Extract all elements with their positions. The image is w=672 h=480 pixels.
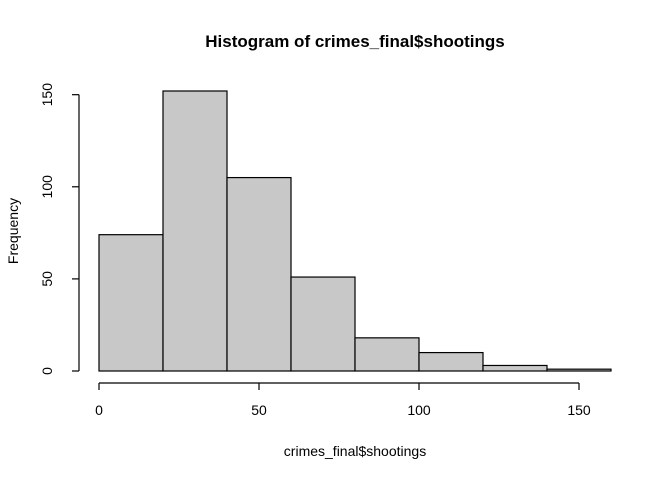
y-tick-label-0: 0	[39, 367, 55, 375]
histogram-bar-6	[482, 364, 548, 372]
x-tick-label-3: 150	[567, 402, 591, 418]
histogram-bar-1	[162, 90, 228, 372]
histogram-bar-4	[354, 337, 420, 372]
histogram-bar-7	[546, 368, 612, 372]
histogram-bar-0	[98, 234, 164, 372]
y-tick-label-1: 50	[39, 271, 55, 287]
chart-title: Histogram of crimes_final$shootings	[205, 32, 504, 51]
y-tick-label-2: 100	[39, 175, 55, 199]
x-axis: 0 50 100 150	[95, 382, 591, 418]
y-axis: 0 50 100 150	[39, 83, 80, 375]
x-tick-label-2: 100	[407, 402, 431, 418]
x-tick-label-1: 50	[251, 402, 267, 418]
histogram-bar-5	[418, 351, 484, 372]
y-axis-label: Frequency	[5, 198, 21, 264]
histogram-bar-3	[290, 276, 356, 372]
histogram-bar-2	[226, 176, 292, 372]
bars-group	[98, 90, 612, 372]
x-tick-label-0: 0	[95, 402, 103, 418]
y-tick-label-3: 150	[39, 83, 55, 107]
x-axis-label: crimes_final$shootings	[284, 443, 426, 459]
